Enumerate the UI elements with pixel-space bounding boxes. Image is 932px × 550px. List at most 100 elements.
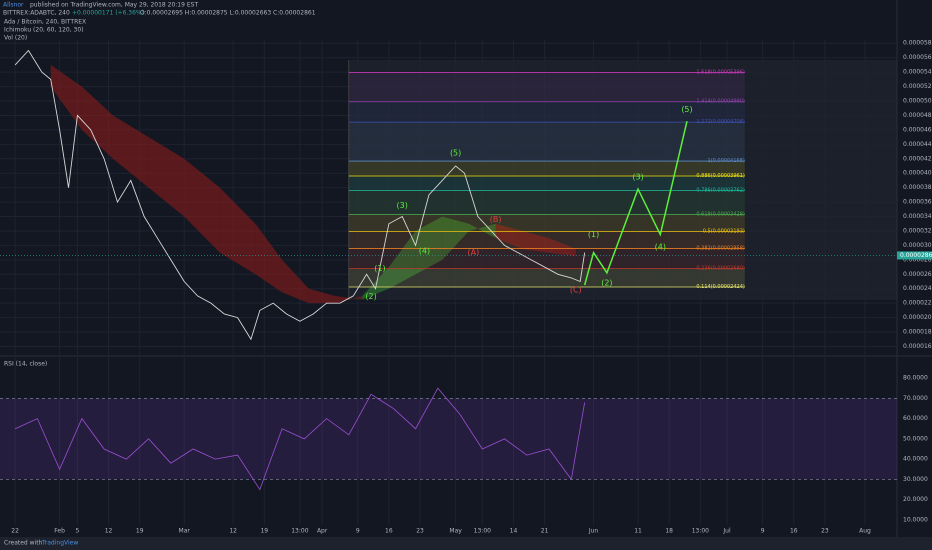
cloud-segment [522, 230, 550, 253]
y-tick-label: 0.00005600 [903, 54, 932, 61]
cloud-segment [549, 238, 576, 257]
fib-zone [348, 214, 745, 232]
fib-zone [348, 268, 745, 287]
wave-label: (3) [632, 172, 643, 181]
x-tick-label: Aug [859, 528, 871, 535]
wave-label: (1) [588, 230, 599, 239]
rsi-tick-label: 30.0000 [903, 476, 928, 483]
fib-label: 0.5(0.00003193) [703, 228, 745, 234]
x-tick-label: 12 [105, 528, 113, 535]
wave-label: (4) [419, 247, 430, 256]
fib-zone [348, 190, 745, 215]
wave-projection [583, 121, 688, 286]
cloud-segment [495, 223, 523, 250]
y-tick-label: 0.00005200 [903, 83, 932, 90]
y-tick-label: 0.00002800 [903, 256, 932, 263]
rsi-tick-label: 10.0000 [903, 516, 928, 523]
x-tick-label: Jun [588, 528, 599, 535]
x-tick-label: 14 [510, 528, 518, 535]
cloud-segment [362, 267, 389, 300]
x-tick-label: Apr [317, 528, 328, 535]
fib-zone [348, 72, 745, 102]
footer [0, 537, 932, 550]
published: published on TradingView.com, May 29, 20… [30, 2, 198, 9]
x-tick-label: 22 [11, 528, 19, 535]
y-tick-label: 0.00004400 [903, 141, 932, 148]
y-tick-label: 0.00002600 [903, 271, 932, 278]
fib-label: 0.786(0.00003762) [696, 187, 744, 193]
fib-label: 0.114(0.00002424) [696, 284, 744, 290]
cloud-segment [81, 86, 114, 159]
wave-label: (2) [601, 278, 612, 287]
fib-zone [348, 231, 745, 249]
y-tick-label: 0.00002400 [903, 285, 932, 292]
x-tick-label: 19 [260, 528, 268, 535]
cloud-segment [50, 64, 82, 130]
symbol: BITTREX:ADABTC, 240 [3, 10, 70, 17]
rsi-tick-label: 60.0000 [903, 415, 928, 422]
y-tick-label: 0.00003200 [903, 227, 932, 234]
y-tick-label: 0.00005000 [903, 98, 932, 105]
cloud-segment [282, 259, 309, 304]
x-tick-label: 16 [385, 528, 393, 535]
cloud-segment [184, 158, 220, 253]
cloud-segment [415, 216, 443, 275]
fib-label: 1(0.00004168) [708, 158, 745, 164]
fib-label: 1.414(0.00004990) [696, 99, 744, 105]
cloud-segment [442, 216, 469, 260]
y-tick-label: 0.00005400 [903, 69, 932, 76]
last-price-box [897, 251, 932, 260]
rsi-tick-label: 50.0000 [903, 435, 928, 442]
author[interactable]: Allsnor [3, 2, 24, 9]
y-tick-label: 0.00005800 [903, 40, 932, 47]
price-line [14, 49, 586, 341]
y-tick-label: 0.00003600 [903, 199, 932, 206]
y-tick-label: 0.00001800 [903, 329, 932, 336]
wave-label: (5) [681, 105, 692, 114]
fib-label: 0.618(0.00003428) [696, 212, 744, 218]
x-tick-label: 13:00 [474, 528, 491, 535]
rsi-tick-label: 70.0000 [903, 395, 928, 402]
cloud-segment [468, 223, 496, 239]
fib-zone [348, 101, 745, 123]
x-tick-label: 11 [634, 528, 642, 535]
rsi-line [14, 387, 586, 491]
x-tick-label: 21 [541, 528, 549, 535]
x-tick-label: Mar [179, 528, 191, 535]
fib-label: 1.272(0.00004708) [696, 119, 744, 125]
x-tick-label: Jul [722, 528, 731, 535]
fib-zone [348, 248, 745, 269]
cloud-segment [148, 137, 185, 217]
x-tick-label: 9 [761, 528, 765, 535]
cloud-segment [219, 187, 256, 275]
x-tick-label: 5 [76, 528, 80, 535]
footer-text: Created with [4, 540, 43, 547]
wave-label: (2) [365, 292, 376, 301]
x-tick-label: 12 [229, 528, 237, 535]
footer-brand[interactable]: TradingView [41, 540, 78, 547]
fib-label: 0.886(0.00003961) [696, 173, 744, 179]
cloud-segment [388, 230, 416, 289]
rsi-tick-label: 20.0000 [903, 496, 928, 503]
x-tick-label: May [449, 528, 462, 535]
x-tick-label: 13:00 [692, 528, 709, 535]
fib-label: 1.618(0.00005396) [696, 69, 744, 75]
x-tick-label: 23 [416, 528, 424, 535]
x-tick-label: 18 [665, 528, 673, 535]
wave-label: (B) [490, 215, 502, 224]
x-tick-label: 13:00 [291, 528, 308, 535]
wave-label: (A) [468, 248, 480, 257]
indicator: Ichimoku (20, 60, 120, 30) [4, 27, 84, 34]
ohlc: O:0.00002695 H:0.00002875 L:0.00002663 C… [140, 10, 316, 17]
y-tick-label: 0.00001600 [903, 343, 932, 350]
y-tick-label: 0.00003800 [903, 184, 932, 191]
cloud-segment [308, 288, 336, 304]
indicator: Vol (20) [4, 35, 27, 42]
x-tick-label: Feb [54, 528, 65, 535]
y-tick-label: 0.00004200 [903, 155, 932, 162]
chart-title: Ada / Bitcoin, 240, BITTREX [4, 19, 86, 26]
cloud-segment [255, 223, 283, 293]
fib-zone [348, 161, 745, 177]
rsi-tick-label: 40.0000 [903, 456, 928, 463]
